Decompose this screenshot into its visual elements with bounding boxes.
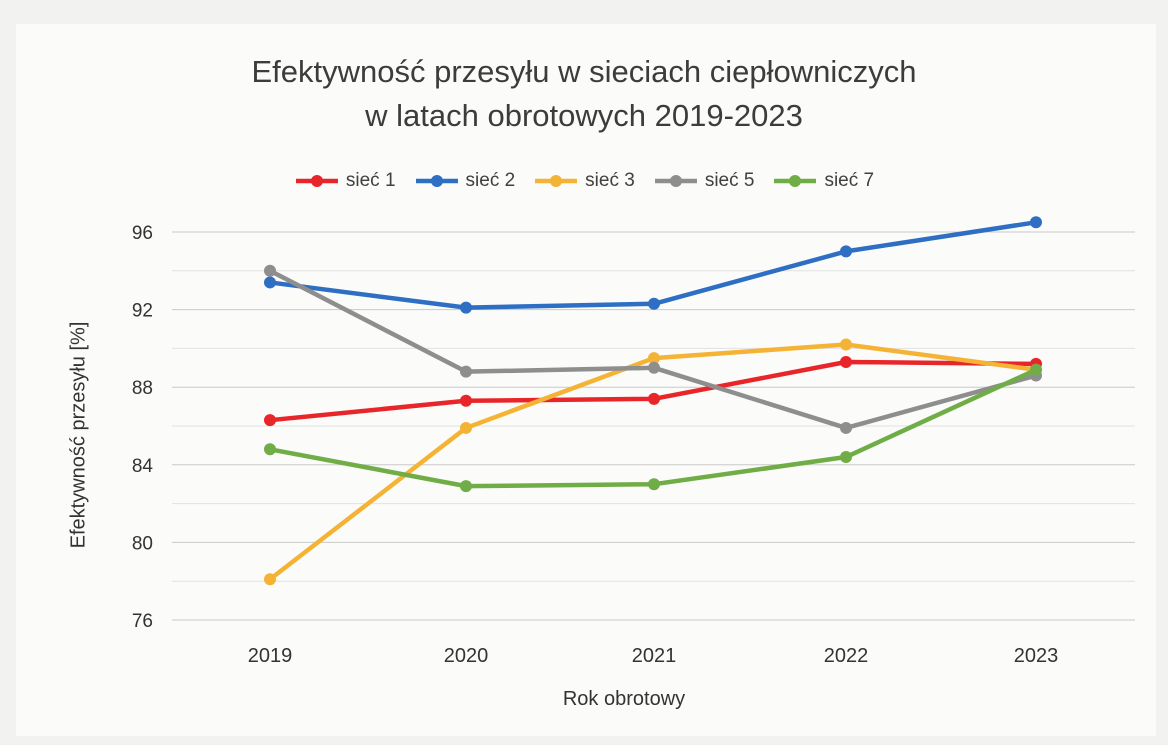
x-tick-label: 2022 [824,645,869,667]
chart-title-line-2: w latach obrotowych 2019-2023 [365,98,803,133]
data-point [264,264,276,277]
legend-item: sieć 1 [294,170,396,192]
data-point [840,245,852,258]
legend-swatch [415,175,458,187]
x-tick-label: 2020 [444,645,489,667]
legend-label: sieć 7 [824,170,875,191]
legend: sieć 1 sieć 2 sieć 3 sieć 5 sieć 7 [0,170,1168,192]
y-tick-label: 88 [132,378,153,399]
x-tick-label: 2021 [632,645,677,667]
data-point [460,394,472,407]
legend-item: sieć 2 [414,170,516,192]
data-point [648,361,660,374]
data-point [264,414,276,427]
legend-label: sieć 1 [345,170,396,191]
data-point [264,573,276,586]
y-axis-label: Efektywność przesyłu [%] [67,321,90,549]
chart-title-line-1: Efektywność przesyłu w sieciach ciepłown… [251,54,917,89]
data-point [648,392,660,405]
data-point [840,338,852,351]
y-tick-label: 80 [132,533,153,554]
legend-item: sieć 5 [653,170,755,192]
legend-item: sieć 3 [533,170,635,192]
x-tick-label: 2019 [248,645,293,667]
x-axis-label: Rok obrotowy [562,688,686,710]
y-tick-label: 92 [132,301,153,322]
legend-swatch [774,175,817,187]
legend-swatch [295,175,338,187]
data-point [840,355,852,368]
series-line [267,220,1039,310]
data-point [840,451,852,464]
data-point [264,276,276,289]
y-tick-label: 96 [132,223,153,244]
data-point [460,365,472,378]
data-point [1030,363,1042,376]
series-line [267,342,1039,582]
data-point [648,352,660,365]
y-tick-label: 76 [132,611,153,632]
data-point [460,480,472,493]
data-point [648,478,660,491]
x-tick-label: 2023 [1014,645,1059,667]
data-point [460,301,472,314]
data-point [264,443,276,456]
legend-swatch [654,175,697,187]
data-point [1030,216,1042,229]
legend-item: sieć 7 [772,170,874,192]
legend-label: sieć 5 [704,170,755,191]
data-point [460,421,472,434]
chart-area [16,24,1156,736]
legend-label: sieć 3 [585,170,635,191]
data-point [648,297,660,310]
legend-label: sieć 2 [465,170,516,191]
data-point [840,421,852,434]
legend-swatch [535,175,578,187]
y-tick-label: 84 [132,456,154,477]
